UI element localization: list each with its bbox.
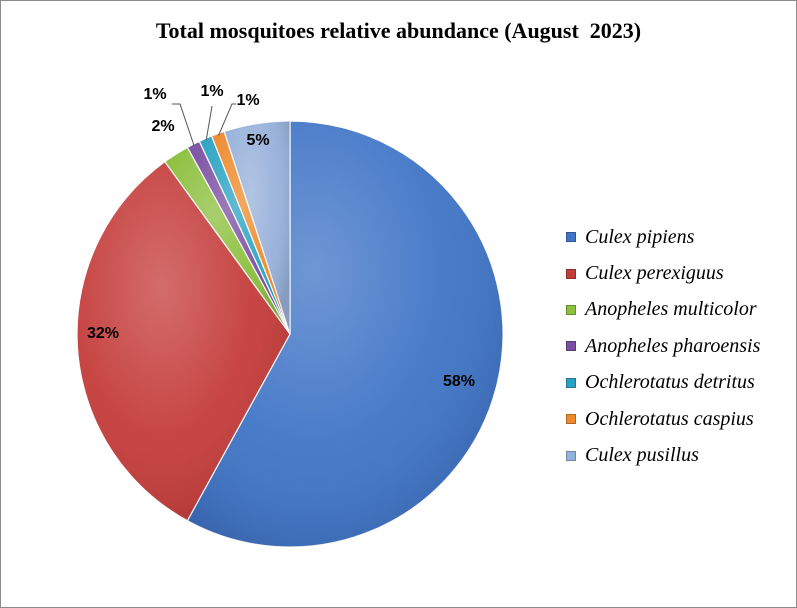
legend-swatch-2 — [566, 304, 576, 315]
legend-item-0: Culex pipiens — [566, 219, 760, 255]
legend-item-4: Ochlerotatus detritus — [566, 365, 760, 401]
legend-swatch-6 — [566, 450, 576, 461]
legend: Culex pipiens Culex perexiguus Anopheles m… — [566, 219, 760, 474]
legend-label-6: Culex pusillus — [585, 444, 699, 467]
leader-line-4 — [205, 105, 213, 141]
legend-swatch-1 — [566, 268, 576, 279]
legend-item-6: Culex pusillus — [566, 437, 760, 473]
pie-slice-shading-1 — [76, 161, 290, 521]
data-label-3: 1% — [143, 86, 166, 103]
leader-line-5 — [218, 103, 236, 136]
chart-title: Total mosquitoes relative abundance (Aug… — [155, 18, 642, 43]
pie-slice-shading-0 — [187, 121, 504, 548]
legend-label-4: Ochlerotatus detritus — [585, 371, 755, 394]
pie-slice-shading-4 — [199, 135, 290, 334]
legend-label-0: Culex pipiens — [585, 225, 695, 248]
data-label-5: 1% — [236, 92, 259, 109]
pie-slice-shading-5 — [211, 131, 290, 334]
legend-swatch-0 — [566, 232, 576, 243]
data-label-1: 32% — [87, 325, 119, 342]
legend-swatch-5 — [566, 414, 576, 425]
legend-label-1: Culex perexiguus — [585, 262, 724, 285]
pie-slice-shading-3 — [187, 141, 290, 334]
leader-line-3 — [172, 103, 195, 147]
legend-swatch-3 — [566, 341, 576, 352]
data-label-2: 2% — [151, 118, 174, 135]
legend-item-3: Anopheles pharoensis — [566, 328, 760, 364]
pie-slice-shading-2 — [164, 147, 290, 334]
pie-slice-shading-6 — [224, 121, 290, 334]
legend-label-5: Ochlerotatus caspius — [585, 407, 754, 430]
legend-item-2: Anopheles multicolor — [566, 292, 760, 328]
legend-item-5: Ochlerotatus caspius — [566, 401, 760, 437]
legend-swatch-4 — [566, 377, 576, 388]
data-label-0: 58% — [443, 373, 475, 390]
legend-item-1: Culex perexiguus — [566, 255, 760, 291]
legend-label-3: Anopheles pharoensis — [585, 334, 761, 357]
legend-label-2: Anopheles multicolor — [585, 298, 757, 321]
data-label-4: 1% — [200, 83, 223, 100]
data-label-6: 5% — [246, 132, 269, 149]
